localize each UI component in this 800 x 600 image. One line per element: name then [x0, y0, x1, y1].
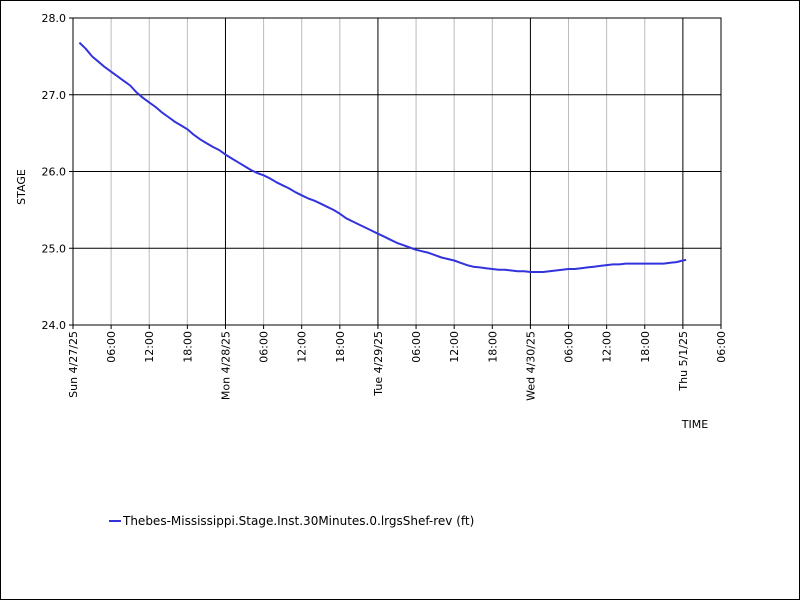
x-tick-label: 12:00 — [296, 331, 309, 363]
legend-label: Thebes-Mississippi.Stage.Inst.30Minutes.… — [123, 514, 475, 528]
y-tick-labels: 24.0 25.0 26.0 27.0 28.0 — [42, 12, 73, 332]
series-layer — [78, 41, 687, 273]
series-line — [78, 41, 687, 273]
x-tick-label: 06:00 — [258, 331, 271, 363]
y-tick-label: 25.0 — [42, 242, 67, 255]
x-tick-label: 18:00 — [639, 331, 652, 363]
x-tick-labels: Sun 4/27/25 06:00 12:00 18:00 Mon 4/28/25 06:… — [67, 325, 728, 401]
x-tick-label: 18:00 — [334, 331, 347, 363]
y-tick-label: 26.0 — [42, 166, 67, 179]
x-tick-label: 12:00 — [143, 331, 156, 363]
y-tick-label: 24.0 — [42, 319, 67, 332]
x-tick-label: Tue 4/29/25 — [372, 331, 385, 397]
x-tick-label: Thu 5/1/25 — [677, 331, 690, 392]
x-tick-label: Mon 4/28/25 — [219, 331, 232, 400]
y-axis-label: STAGE — [15, 169, 28, 205]
x-tick-label: Sun 4/27/25 — [67, 331, 80, 398]
x-tick-label: 18:00 — [486, 331, 499, 363]
x-tick-label: 18:00 — [181, 331, 194, 363]
y-tick-label: 28.0 — [42, 12, 67, 25]
legend-swatch — [109, 520, 121, 522]
x-tick-label: 12:00 — [448, 331, 461, 363]
x-tick-label: 06:00 — [105, 331, 118, 363]
x-tick-label: 06:00 — [715, 331, 728, 363]
x-tick-label: 06:00 — [563, 331, 576, 363]
x-tick-label: 06:00 — [410, 331, 423, 363]
x-tick-label: Wed 4/30/25 — [524, 331, 537, 401]
legend: Thebes-Mississippi.Stage.Inst.30Minutes.… — [109, 514, 474, 528]
x-tick-label: 12:00 — [601, 331, 614, 363]
x-axis-label: TIME — [681, 418, 708, 431]
major-gridlines — [72, 17, 721, 326]
y-tick-label: 27.0 — [42, 89, 67, 102]
